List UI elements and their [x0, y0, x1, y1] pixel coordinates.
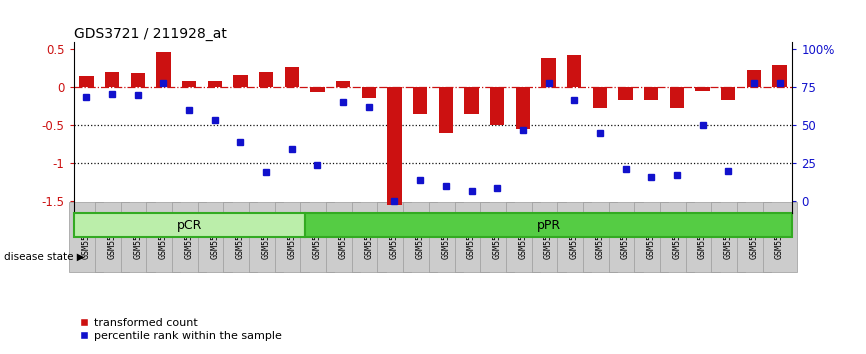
Text: pCR: pCR: [177, 218, 202, 232]
Text: pPR: pPR: [536, 218, 560, 232]
Bar: [541, 58, 556, 87]
Bar: [516, 87, 530, 129]
Bar: [74, 213, 305, 237]
Bar: [336, 81, 350, 87]
Bar: [464, 87, 479, 114]
Bar: [182, 81, 197, 87]
Bar: [305, 213, 792, 237]
Text: disease state ▶: disease state ▶: [4, 252, 85, 262]
Bar: [439, 87, 453, 133]
Bar: [105, 72, 120, 87]
Bar: [746, 70, 761, 87]
Legend: transformed count, percentile rank within the sample: transformed count, percentile rank withi…: [79, 318, 281, 341]
Bar: [131, 73, 145, 87]
Bar: [593, 87, 607, 108]
Bar: [772, 65, 786, 87]
Bar: [618, 87, 632, 100]
Bar: [413, 87, 427, 114]
Bar: [285, 67, 299, 87]
Bar: [259, 72, 273, 87]
Bar: [669, 87, 684, 108]
Bar: [490, 87, 504, 125]
Bar: [310, 87, 325, 92]
Bar: [644, 87, 658, 100]
Bar: [387, 87, 402, 205]
Bar: [208, 81, 222, 87]
Bar: [362, 87, 376, 98]
Text: GDS3721 / 211928_at: GDS3721 / 211928_at: [74, 28, 227, 41]
Bar: [567, 55, 581, 87]
Bar: [80, 76, 94, 87]
Bar: [234, 75, 248, 87]
Bar: [157, 52, 171, 87]
Bar: [695, 87, 709, 91]
Bar: [721, 87, 735, 100]
